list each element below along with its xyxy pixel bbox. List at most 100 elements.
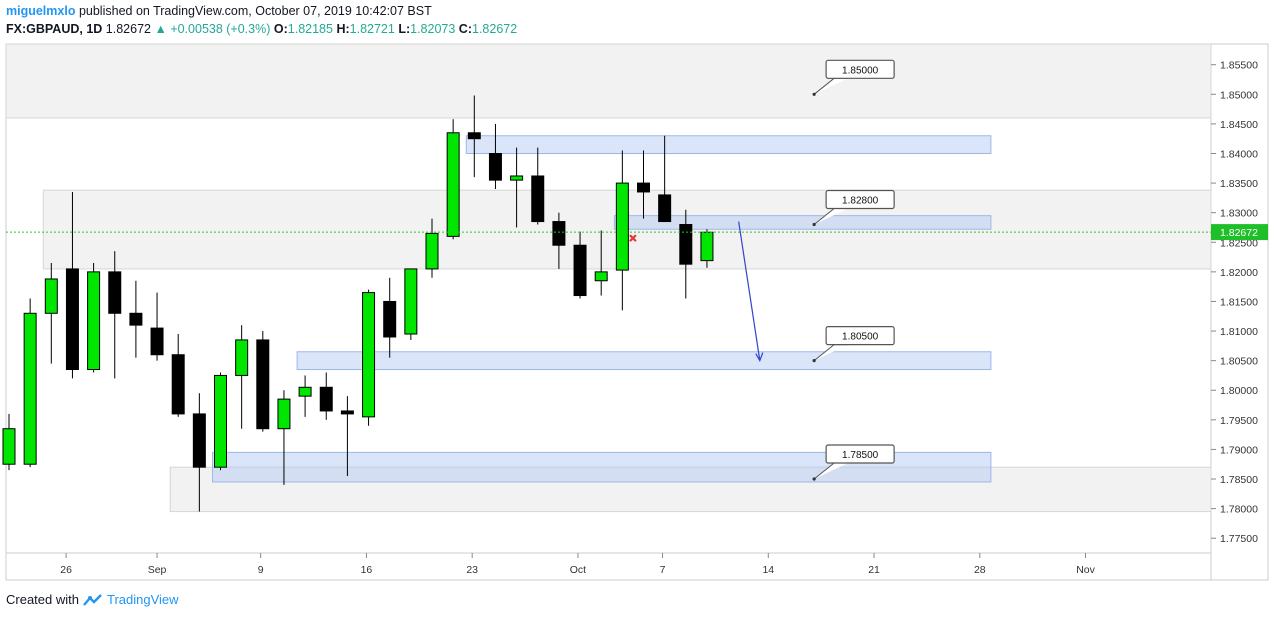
candle-body[interactable] (2, 428, 16, 465)
x-tick-label: 28 (974, 564, 986, 576)
candle-body[interactable] (362, 292, 376, 418)
support-resistance-zone (5, 43, 1212, 119)
candle-body[interactable] (404, 268, 418, 335)
callout-box[interactable] (825, 326, 895, 346)
y-tick-label: 1.77500 (1220, 533, 1258, 545)
high-value: 1.82721 (349, 22, 395, 36)
y-tick-label: 1.80000 (1220, 385, 1258, 397)
x-tick-label: 7 (660, 564, 666, 576)
candle-body[interactable] (488, 152, 502, 181)
tradingview-brand[interactable]: TradingView (106, 592, 179, 607)
tradingview-logo-icon (83, 593, 102, 606)
projection-arrow-head (755, 352, 764, 363)
x-tick-label: 16 (361, 564, 373, 576)
publish-line: miguelmxlo published on TradingView.com,… (6, 4, 432, 18)
y-tick-label: 1.82000 (1220, 267, 1258, 279)
candle-body[interactable] (277, 398, 291, 430)
candle-body[interactable] (298, 386, 312, 397)
callout-label: 1.82800 (842, 196, 879, 207)
low-value: 1.82073 (410, 22, 456, 36)
close-label: C: (458, 22, 472, 36)
candle-body[interactable] (700, 231, 714, 262)
candle-body[interactable] (44, 278, 58, 314)
callout-label: 1.85000 (842, 65, 879, 76)
high-label: H: (336, 22, 350, 36)
open-label: O: (273, 22, 288, 36)
callout-box[interactable] (825, 189, 895, 210)
y-tick-label: 1.85000 (1220, 89, 1258, 101)
y-tick-label: 1.79000 (1220, 444, 1258, 456)
change-value: ▲ +0.00538 (+0.3%) (154, 22, 271, 36)
candle-body[interactable] (446, 132, 460, 237)
price-axis[interactable] (1210, 43, 1269, 581)
candle-body[interactable] (319, 386, 333, 412)
support-resistance-zone (169, 466, 1212, 513)
y-tick-label: 1.79500 (1220, 415, 1258, 427)
candle-body[interactable] (467, 132, 481, 140)
candle-body[interactable] (383, 300, 397, 338)
x-tick-label: 14 (762, 564, 774, 576)
x-tick-label: Nov (1076, 564, 1095, 576)
callout-anchor (812, 222, 816, 227)
candle-body[interactable] (150, 327, 164, 356)
x-tick-label: Sep (148, 564, 167, 576)
x-tick-label: 26 (60, 564, 72, 576)
candle-body[interactable] (171, 354, 185, 415)
candle-body[interactable] (256, 339, 270, 430)
blue-zone (613, 215, 992, 230)
y-tick-label: 1.81000 (1220, 326, 1258, 338)
symbol-label[interactable]: FX:GBPAUD, 1D (6, 22, 103, 36)
candle-body[interactable] (23, 312, 37, 465)
candle-body[interactable] (679, 224, 693, 265)
y-tick-label: 1.83500 (1220, 178, 1258, 190)
x-tick-label: Oct (570, 564, 586, 576)
created-with-text: Created with (6, 592, 79, 607)
y-tick-label: 1.84500 (1220, 119, 1258, 131)
candle-body[interactable] (214, 374, 227, 468)
projection-arrow (738, 221, 761, 361)
y-tick-label: 1.83000 (1220, 208, 1258, 220)
candle-body[interactable] (425, 232, 439, 270)
candle-body[interactable] (594, 271, 608, 282)
published-text: published on TradingView.com, October 07… (78, 4, 432, 18)
last-price-tag (1211, 224, 1268, 241)
callout-box[interactable] (825, 59, 895, 79)
candle-body[interactable] (129, 312, 143, 326)
low-label: L: (398, 22, 411, 36)
y-tick-label: 1.82500 (1220, 237, 1258, 249)
author-link[interactable]: miguelmxlo (6, 4, 76, 18)
candle-body[interactable] (340, 410, 354, 415)
callout-anchor (812, 92, 816, 96)
y-tick-label: 1.78500 (1220, 474, 1258, 486)
candle-body[interactable] (573, 244, 587, 297)
candle-body[interactable] (192, 413, 206, 468)
footer: Created with TradingView (6, 592, 179, 607)
blue-zone (465, 135, 992, 154)
y-tick-label: 1.78000 (1220, 504, 1258, 516)
candle-body[interactable] (235, 339, 249, 376)
candle-body[interactable] (552, 221, 566, 246)
candle-body[interactable] (65, 268, 79, 371)
x-tick-label: 23 (466, 564, 478, 576)
symbol-ohlc-line: FX:GBPAUD, 1D 1.82672 ▲ +0.00538 (+0.3%)… (6, 22, 517, 36)
candle-body[interactable] (658, 194, 672, 223)
candle-body[interactable] (510, 175, 524, 181)
y-tick-label: 1.84000 (1220, 148, 1258, 160)
cross-marker-icon (629, 234, 637, 242)
callout-anchor (812, 359, 816, 363)
candle-body[interactable] (637, 182, 650, 193)
last-price: 1.82672 (105, 22, 151, 36)
callout-box[interactable] (825, 444, 895, 464)
y-tick-label: 1.80500 (1220, 356, 1258, 368)
candle-body[interactable] (87, 271, 101, 371)
callout-anchor (812, 477, 816, 481)
x-tick-label: 9 (258, 564, 264, 576)
blue-zone (296, 351, 992, 371)
candle-body[interactable] (108, 271, 122, 314)
candle-body[interactable] (531, 175, 545, 223)
time-axis[interactable] (5, 552, 1212, 581)
callout-label: 1.78500 (842, 450, 879, 461)
close-value: 1.82672 (472, 22, 518, 36)
candle-body[interactable] (615, 182, 629, 271)
